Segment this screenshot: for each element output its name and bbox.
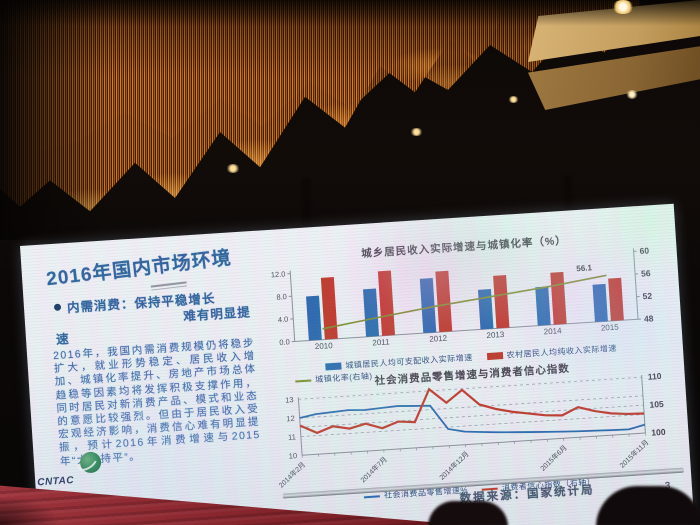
audience-head-silhouette — [596, 486, 700, 525]
svg-text:56: 56 — [641, 268, 651, 279]
bullet-dot-icon — [53, 303, 62, 311]
slide-paragraph: 2016年，我国内需消费规模仍将稳步扩大，就业形势稳定、居民收入增加、城镇化率提… — [52, 337, 262, 467]
retail-confidence-chart-block: 社会消费品零售增速与消费者信心指数 10 11 12 13 100 105 110 2014年… — [267, 354, 684, 508]
svg-text:2010: 2010 — [315, 341, 334, 351]
recessed-light — [410, 128, 423, 136]
svg-text:2014年12月: 2014年12月 — [437, 449, 470, 481]
svg-text:10: 10 — [288, 451, 297, 461]
svg-text:13: 13 — [285, 395, 294, 405]
recessed-light — [626, 90, 638, 99]
corner-shadow — [0, 498, 70, 525]
svg-text:52: 52 — [642, 291, 652, 302]
legend-swatch-icon — [486, 352, 503, 361]
slide-title: 2016年国内市场环境 — [45, 247, 233, 291]
svg-text:11: 11 — [288, 432, 296, 441]
svg-text:12: 12 — [286, 414, 295, 424]
svg-text:8.0: 8.0 — [276, 292, 287, 302]
svg-text:0.0: 0.0 — [279, 337, 290, 347]
svg-text:2014: 2014 — [543, 326, 562, 336]
svg-text:2011: 2011 — [372, 337, 390, 347]
svg-text:48: 48 — [644, 313, 654, 324]
svg-text:100: 100 — [651, 427, 666, 438]
title-underline — [150, 281, 188, 291]
svg-text:56.1: 56.1 — [576, 263, 593, 273]
svg-text:2012: 2012 — [429, 334, 448, 344]
led-presentation-screen: 2016年国内市场环境 内需消费：保持平稳增长 难有明显提 速 2016年，我国… — [20, 203, 696, 525]
cntac-logo-text: CNTAC — [36, 475, 75, 489]
wall-mullion — [564, 176, 572, 220]
svg-text:2014年2月: 2014年2月 — [277, 460, 307, 490]
svg-text:2013: 2013 — [486, 330, 505, 340]
income-urbanization-chart: 0.0 4.0 8.0 12.0 48 52 56 60 2010 2011 2012 2013 201… — [270, 245, 654, 351]
legend-swatch-icon — [325, 362, 342, 371]
audience-head-silhouette — [428, 501, 508, 525]
svg-text:2014年7月: 2014年7月 — [358, 455, 388, 485]
retail-confidence-chart: 10 11 12 13 100 105 110 2014年2月 2014年7月 2014年12月 2… — [277, 371, 666, 490]
recessed-light — [508, 96, 519, 103]
svg-text:105: 105 — [649, 399, 664, 410]
svg-text:2015年6月: 2015年6月 — [538, 443, 568, 473]
recessed-light — [226, 164, 240, 173]
wall-mullion — [302, 178, 311, 252]
ceiling-shadow-left — [0, 0, 110, 240]
svg-text:60: 60 — [639, 245, 649, 256]
recessed-light — [612, 0, 634, 14]
svg-text:4.0: 4.0 — [278, 315, 289, 325]
ceiling-shadow-top — [0, 0, 700, 26]
svg-text:12.0: 12.0 — [270, 269, 285, 279]
svg-text:2015年11月: 2015年11月 — [618, 438, 651, 470]
income-urbanization-chart-block: 城乡居民收入实际增速与城镇化率（%） 0.0 4.0 8.0 12.0 48 52 56 60… — [259, 226, 677, 388]
svg-text:110: 110 — [647, 371, 662, 382]
svg-text:2015: 2015 — [601, 323, 620, 333]
